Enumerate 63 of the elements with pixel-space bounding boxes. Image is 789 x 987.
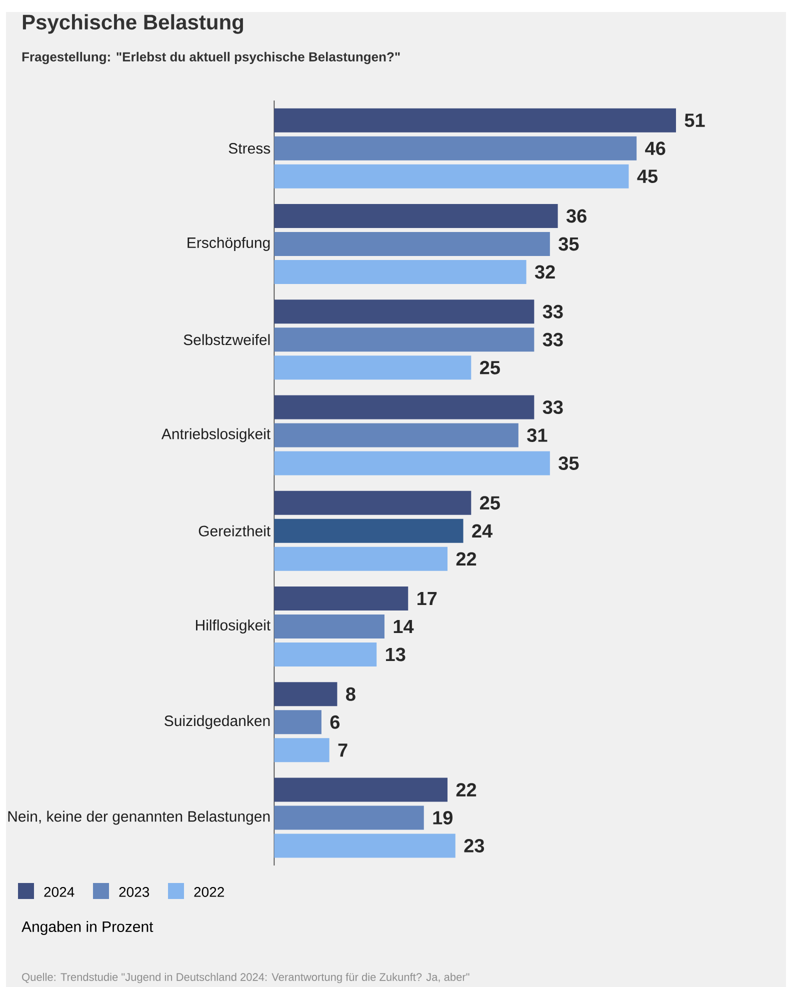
bar — [274, 232, 550, 256]
data-label: 35 — [558, 456, 579, 470]
bar — [274, 682, 338, 706]
bar — [274, 614, 384, 638]
data-label: 13 — [386, 648, 406, 662]
data-label: 45 — [637, 170, 658, 183]
bar — [274, 778, 448, 802]
data-label: 32 — [534, 265, 555, 279]
bar — [274, 490, 472, 515]
bar — [274, 136, 637, 160]
bar — [274, 451, 550, 476]
data-label: 22 — [456, 783, 476, 796]
bar — [274, 710, 322, 734]
bar — [274, 204, 558, 228]
data-label: 36 — [566, 209, 586, 223]
y-tick-label: Suizidgedanken — [164, 715, 270, 730]
data-label: 8 — [346, 687, 356, 701]
y-tick-label: Hilflosigkeit — [196, 620, 271, 634]
bar — [274, 164, 629, 188]
y-tick-label: Antriebslosigkeit — [161, 428, 271, 442]
chart-subtitle: Fragestellung: "Erlebst du aktuell psychische Belastungen?" — [22, 52, 400, 64]
data-label: 17 — [418, 592, 437, 606]
legend-label: 2024 — [44, 887, 74, 897]
y-tick-label: Selbstzweifel — [184, 334, 270, 346]
data-label: 31 — [527, 428, 548, 442]
text: Angaben in Prozent — [22, 921, 154, 935]
data-label: 46 — [645, 142, 666, 156]
legend-label: 2023 — [119, 887, 150, 897]
bar — [274, 834, 456, 858]
y-tick-label: Gereiztheit — [198, 525, 271, 536]
data-label: 25 — [480, 496, 500, 510]
source-note: Quelle: Trendstudie "Jugend in Deutschland 2024: Verantwortung für die Zukunft? Ja, aber" — [22, 972, 470, 984]
data-label: 6 — [330, 715, 340, 729]
data-label: 33 — [542, 332, 563, 346]
bar — [274, 586, 408, 610]
data-label: 23 — [464, 838, 484, 852]
y-tick-label: Nein, keine der genannten Belastungen — [8, 810, 270, 825]
bar — [274, 806, 424, 830]
bar — [274, 423, 518, 448]
data-label: 25 — [480, 360, 500, 374]
bar — [274, 328, 534, 352]
legend-label: 2022 — [194, 887, 224, 897]
data-label: 7 — [338, 744, 348, 757]
bar — [274, 356, 472, 380]
y-tick-label: Erschöpfung — [188, 237, 270, 251]
data-label: 24 — [472, 524, 492, 538]
data-label: 51 — [684, 114, 705, 128]
data-label: 35 — [558, 237, 579, 251]
data-label: 22 — [456, 552, 476, 566]
data-label: 19 — [433, 811, 452, 824]
bar — [274, 108, 676, 132]
data-label: 33 — [542, 304, 563, 318]
bar — [274, 300, 534, 324]
y-tick-label: Stress — [228, 143, 270, 154]
chart-title: Psychische Belastung — [22, 14, 244, 34]
bar — [274, 518, 464, 543]
data-label: 14 — [394, 620, 414, 634]
bar — [274, 738, 330, 762]
bar — [274, 260, 526, 284]
bar — [274, 642, 377, 666]
data-label: 33 — [542, 400, 563, 414]
bar — [274, 546, 448, 571]
bar — [274, 395, 534, 420]
